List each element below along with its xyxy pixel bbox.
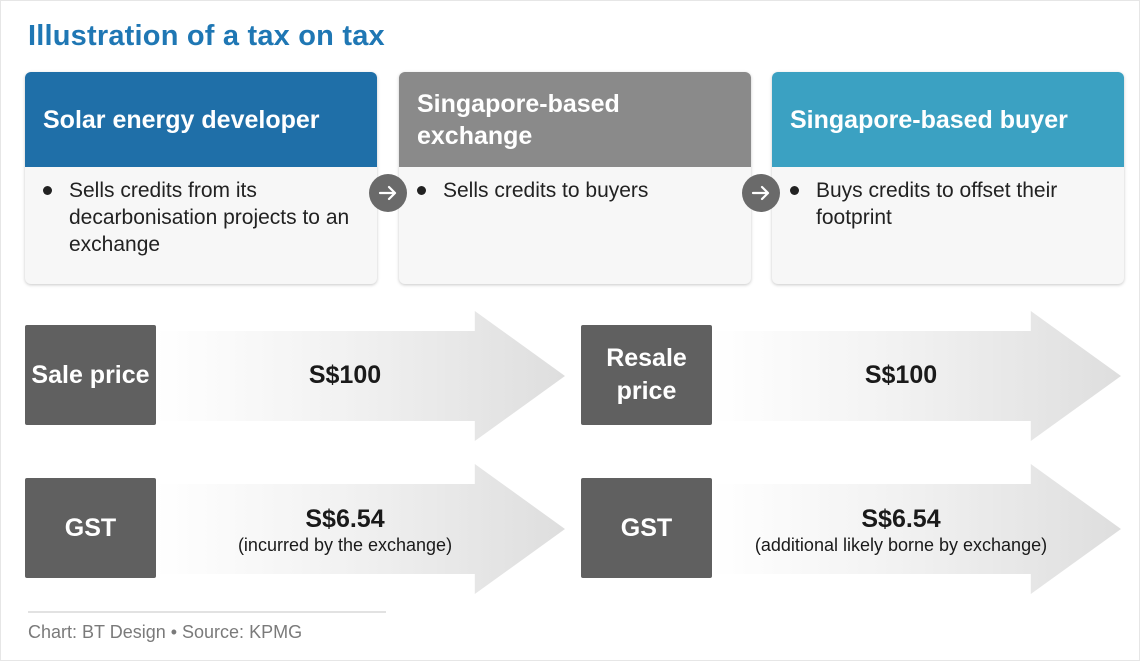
source-credit: Chart: BT Design • Source: KPMG xyxy=(28,622,303,642)
amount: S$6.54 xyxy=(305,505,385,533)
price-arrow xyxy=(155,311,565,441)
card-bullet-text: Sells credits from its decarbonisation p… xyxy=(69,179,350,256)
bullet-dot xyxy=(790,186,799,195)
card-heading: Singapore-based exchange xyxy=(399,72,751,167)
bullet-dot xyxy=(417,186,426,195)
gst-arrow xyxy=(711,464,1121,594)
right-arrow-icon xyxy=(369,174,407,212)
resale-price-label: Resale price xyxy=(581,325,712,425)
note: (additional likely borne by exchange) xyxy=(754,535,1048,555)
amount: S$100 xyxy=(308,361,382,389)
card-heading: Singapore-based buyer xyxy=(772,72,1124,167)
sale-price-label: Sale price xyxy=(25,325,156,425)
card-body: Sells credits from its decarbonisation p… xyxy=(25,167,377,258)
card-body: Sells credits to buyers xyxy=(399,167,751,204)
card-body: Buys credits to offset their footprint xyxy=(772,167,1124,231)
figure-title: Illustration of a tax on tax xyxy=(28,20,385,52)
gst-label: GST xyxy=(581,478,712,578)
bullet-dot xyxy=(43,186,52,195)
resale-price-value: S$100 xyxy=(751,360,1051,390)
right-arrow-icon xyxy=(742,174,780,212)
card-bullet-text: Sells credits to buyers xyxy=(443,179,649,202)
note: (incurred by the exchange) xyxy=(237,535,453,555)
gst-arrow xyxy=(155,464,565,594)
amount: S$100 xyxy=(864,361,938,389)
sale-price-value: S$100 xyxy=(195,360,495,390)
card-exchange: Singapore-based exchange Sells credits t… xyxy=(399,72,751,284)
card-heading: Solar energy developer xyxy=(25,72,377,167)
gst-value: S$6.54 (incurred by the exchange) xyxy=(175,504,515,556)
gst-value: S$6.54 (additional likely borne by excha… xyxy=(721,504,1081,556)
footer-divider xyxy=(28,611,386,613)
price-arrow xyxy=(711,311,1121,441)
amount: S$6.54 xyxy=(861,505,941,533)
card-solar-developer: Solar energy developer Sells credits fro… xyxy=(25,72,377,284)
card-buyer: Singapore-based buyer Buys credits to of… xyxy=(772,72,1124,284)
gst-label: GST xyxy=(25,478,156,578)
card-bullet-text: Buys credits to offset their footprint xyxy=(816,179,1058,229)
